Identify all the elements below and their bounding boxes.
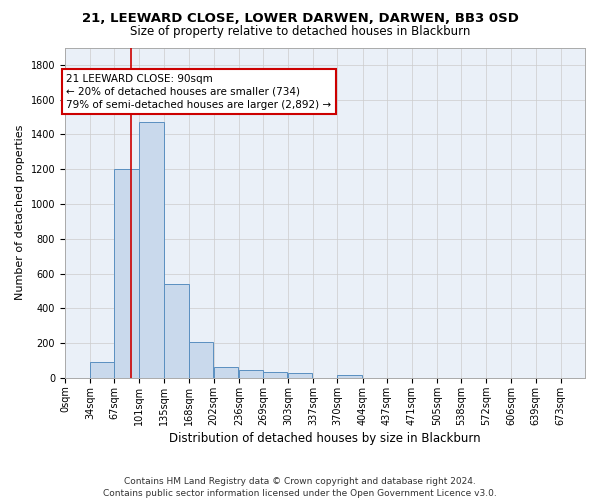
Text: 21, LEEWARD CLOSE, LOWER DARWEN, DARWEN, BB3 0SD: 21, LEEWARD CLOSE, LOWER DARWEN, DARWEN,… bbox=[82, 12, 518, 26]
Bar bbox=[188, 342, 213, 378]
Bar bbox=[263, 372, 287, 378]
Bar bbox=[90, 362, 114, 378]
Text: 21 LEEWARD CLOSE: 90sqm
← 20% of detached houses are smaller (734)
79% of semi-d: 21 LEEWARD CLOSE: 90sqm ← 20% of detache… bbox=[67, 74, 332, 110]
X-axis label: Distribution of detached houses by size in Blackburn: Distribution of detached houses by size … bbox=[169, 432, 481, 445]
Text: Size of property relative to detached houses in Blackburn: Size of property relative to detached ho… bbox=[130, 25, 470, 38]
Bar bbox=[288, 373, 313, 378]
Text: Contains HM Land Registry data © Crown copyright and database right 2024.
Contai: Contains HM Land Registry data © Crown c… bbox=[103, 476, 497, 498]
Bar bbox=[114, 169, 139, 378]
Bar bbox=[214, 366, 238, 378]
Bar bbox=[164, 284, 188, 378]
Y-axis label: Number of detached properties: Number of detached properties bbox=[15, 125, 25, 300]
Bar bbox=[139, 122, 164, 378]
Bar bbox=[239, 370, 263, 378]
Bar bbox=[337, 376, 362, 378]
